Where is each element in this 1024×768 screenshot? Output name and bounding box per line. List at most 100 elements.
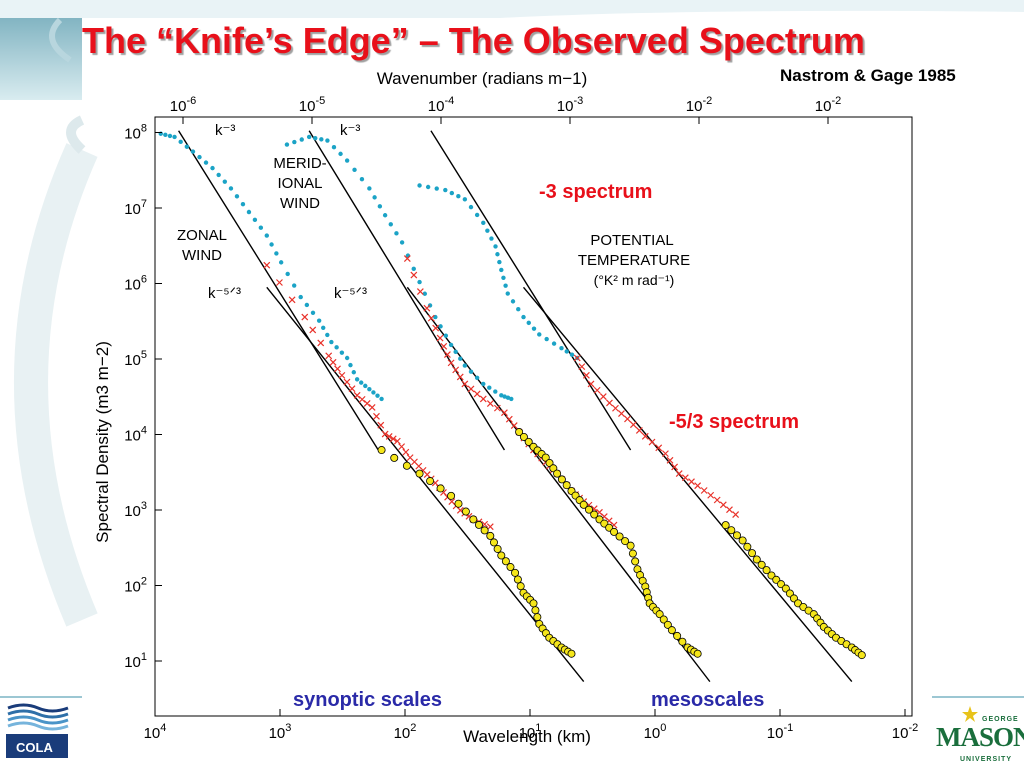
merid-label-1: MERID- <box>273 155 326 172</box>
data-point <box>453 349 458 355</box>
y-tick-label: 102 <box>124 576 147 596</box>
data-point <box>440 342 448 350</box>
series-meridional-wind-circle <box>515 428 702 658</box>
data-point <box>493 389 498 394</box>
data-point <box>443 187 448 193</box>
top-tick-label: 10-5 <box>299 95 325 115</box>
data-point <box>423 304 431 312</box>
y-axis-label: Spectral Density (m3 m−2) <box>93 341 112 543</box>
data-point <box>757 560 766 569</box>
slide-title: The “Knife’s Edge” – The Observed Spectr… <box>82 20 865 61</box>
data-point <box>743 542 752 551</box>
data-point <box>562 481 571 490</box>
data-point <box>474 212 480 218</box>
data-point <box>499 267 504 273</box>
series-potential-temperature-cross <box>573 354 740 518</box>
data-point <box>299 137 304 142</box>
data-point <box>593 386 601 394</box>
mesoscales-annotation: mesoscales <box>651 689 765 711</box>
data-point <box>610 527 619 536</box>
top-tick-label: 10-2 <box>815 95 841 115</box>
cola-logo: COLA <box>4 700 70 762</box>
series-potential-temperature-circle <box>721 521 866 660</box>
data-point <box>462 363 468 368</box>
cola-wave-icon <box>6 703 69 758</box>
data-point <box>499 393 504 398</box>
data-point <box>501 275 506 281</box>
data-point <box>325 138 330 143</box>
data-point <box>502 394 507 399</box>
data-point <box>693 649 702 658</box>
data-point <box>434 186 439 191</box>
x-tick-label: 10-1 <box>767 722 793 742</box>
gmu-george: GEORGE <box>982 716 1019 723</box>
data-point <box>216 172 221 178</box>
data-point <box>501 557 510 566</box>
data-point <box>752 555 761 564</box>
data-point <box>436 334 444 342</box>
potential-label-2: TEMPERATURE <box>578 252 690 269</box>
reference-line-k-3 <box>430 130 632 451</box>
data-point <box>531 606 540 615</box>
x-axis-label: Wavelength (km) <box>463 727 591 746</box>
y-tick-label: 103 <box>124 500 147 520</box>
data-point <box>313 135 318 141</box>
series-zonal-wind-cross <box>263 261 494 531</box>
data-point <box>509 396 514 402</box>
data-point <box>618 410 625 418</box>
reference-line-k-3 <box>308 130 506 451</box>
data-point <box>325 352 333 360</box>
data-point <box>452 366 460 374</box>
data-point <box>474 375 480 380</box>
data-point <box>481 220 486 226</box>
data-point <box>274 251 279 256</box>
synoptic-scales-annotation: synoptic scales <box>293 689 442 711</box>
data-point <box>317 339 325 347</box>
data-point <box>578 363 586 371</box>
data-point <box>489 236 494 241</box>
data-point <box>292 139 297 145</box>
series-potential-temperature-dot <box>417 183 580 361</box>
data-point <box>473 390 481 398</box>
data-point <box>415 469 424 478</box>
merid-label-2: IONAL <box>277 175 322 192</box>
data-point <box>210 165 215 171</box>
data-point <box>331 145 337 150</box>
top-tick-label: 10-6 <box>170 95 196 115</box>
data-point <box>403 255 411 262</box>
data-point <box>655 610 664 619</box>
data-point <box>612 404 619 412</box>
data-point <box>377 204 383 209</box>
data-point <box>447 491 456 500</box>
data-point <box>234 194 240 199</box>
potential-label-1: POTENTIAL <box>590 232 673 249</box>
data-point <box>427 314 435 322</box>
data-point <box>626 541 635 550</box>
x-tick-label: 103 <box>269 722 292 742</box>
data-point <box>719 501 727 509</box>
data-point <box>264 233 269 238</box>
k53-label-b: k⁻⁵ᐟ³ <box>334 285 367 302</box>
data-point <box>526 320 531 326</box>
data-point <box>505 415 513 423</box>
data-point <box>358 395 366 403</box>
data-point <box>497 259 502 265</box>
data-point <box>458 356 463 361</box>
gmu-university: UNIVERSITY <box>960 756 1013 763</box>
citation: Nastrom & Gage 1985 <box>780 66 956 85</box>
data-point <box>531 326 537 331</box>
data-point <box>544 336 549 342</box>
data-point <box>269 242 274 247</box>
data-point <box>467 385 475 393</box>
data-point <box>495 252 500 257</box>
series-zonal-wind-dot <box>158 131 384 402</box>
data-point <box>671 463 679 471</box>
data-point <box>503 283 508 288</box>
data-point <box>385 433 393 440</box>
data-point <box>732 531 741 540</box>
data-point <box>655 444 663 452</box>
gmu-logo: GEORGE MASON UNIVERSITY <box>930 704 1024 766</box>
data-point <box>351 370 356 375</box>
data-point <box>537 332 542 337</box>
